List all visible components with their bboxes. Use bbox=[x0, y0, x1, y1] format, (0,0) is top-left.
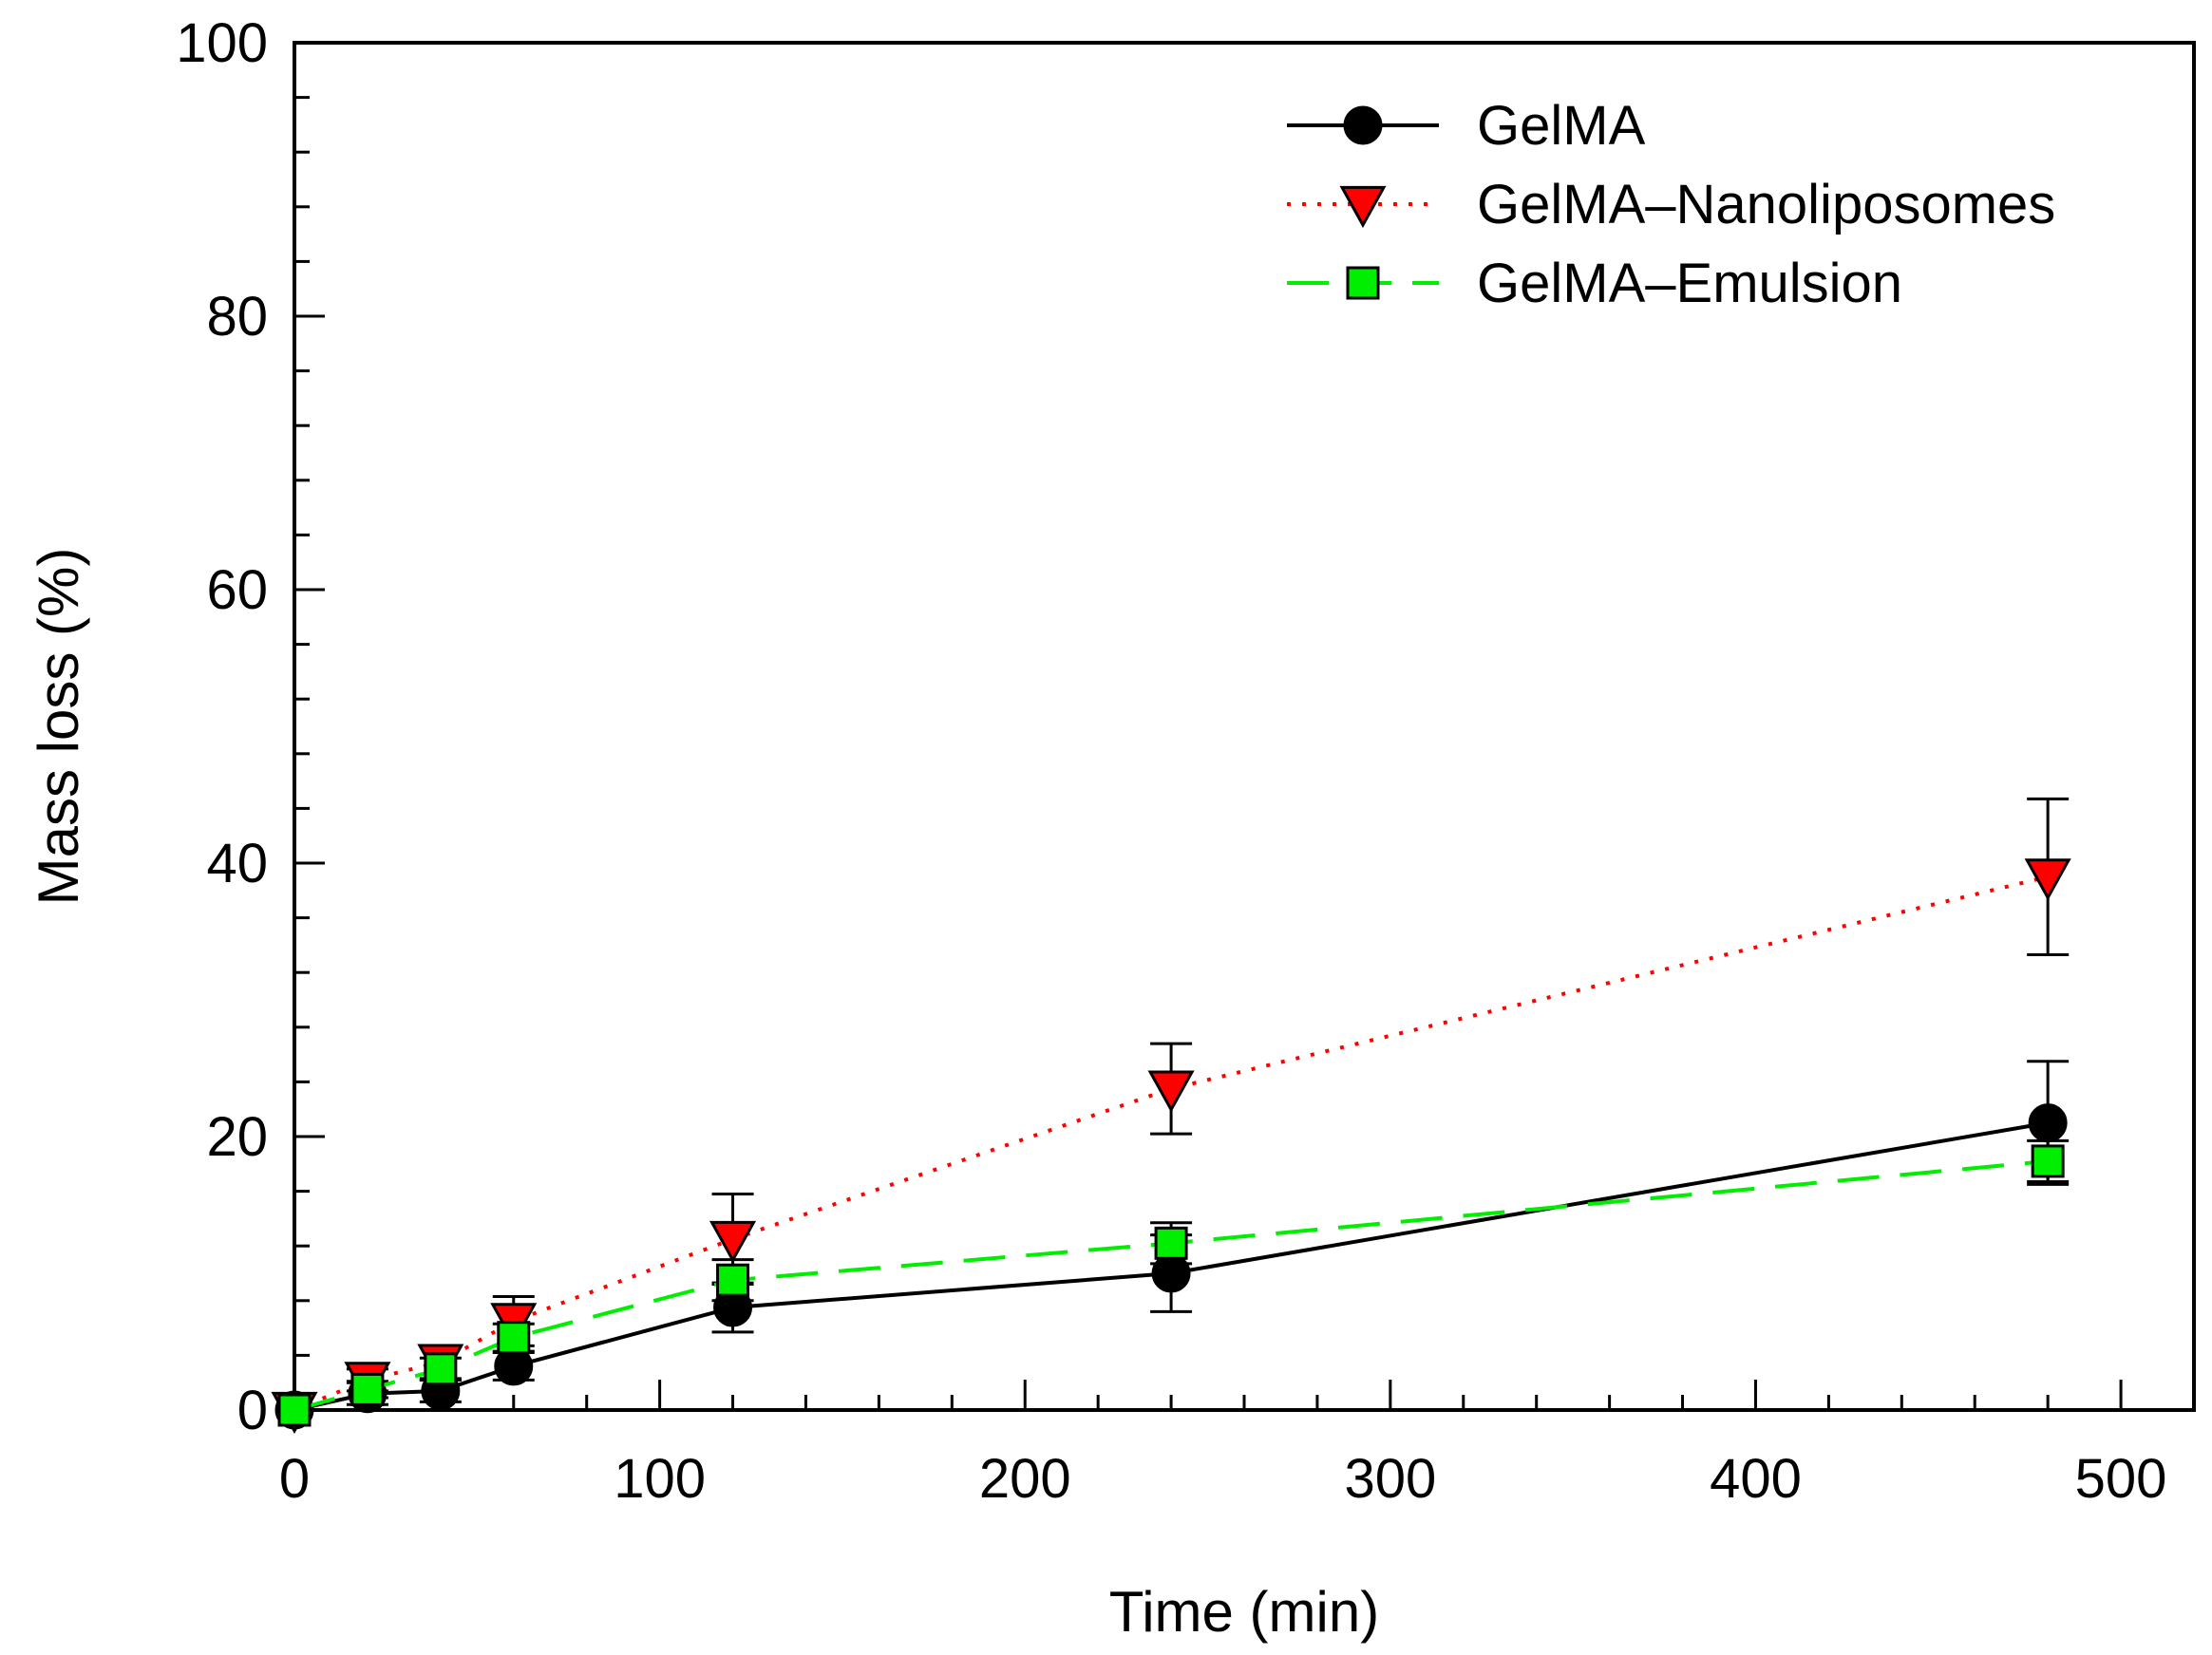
legend-marker bbox=[1339, 185, 1387, 229]
y-tick-label: 20 bbox=[206, 1106, 268, 1168]
data-point bbox=[497, 1321, 531, 1355]
data-point bbox=[277, 1393, 312, 1427]
data-point bbox=[709, 1220, 757, 1264]
data-point bbox=[1154, 1226, 1188, 1260]
data-point bbox=[1147, 1070, 1195, 1113]
y-axis-title: Mass loss (%) bbox=[27, 548, 90, 906]
x-tick-label: 500 bbox=[2075, 1448, 2167, 1510]
data-point bbox=[350, 1372, 385, 1406]
y-tick-label: 80 bbox=[206, 286, 268, 348]
series-layer bbox=[271, 797, 2071, 1435]
x-tick-label: 200 bbox=[979, 1448, 1071, 1510]
data-point bbox=[716, 1263, 750, 1297]
legend-marker bbox=[1343, 105, 1383, 145]
x-tick-label: 0 bbox=[279, 1448, 310, 1510]
legend-label: GelMA bbox=[1477, 95, 1646, 157]
y-tick-label: 40 bbox=[206, 833, 268, 894]
x-axis-title: Time (min) bbox=[1109, 1580, 1379, 1644]
y-tick-label: 60 bbox=[206, 559, 268, 621]
legend-marker bbox=[1346, 266, 1380, 300]
data-point bbox=[2028, 1103, 2068, 1143]
y-tick-label: 0 bbox=[237, 1380, 268, 1441]
x-tick-label: 100 bbox=[614, 1448, 706, 1510]
x-tick-label: 400 bbox=[1710, 1448, 1802, 1510]
legend: GelMA GelMA–Nanoliposomes GelMA–Emulsion bbox=[1287, 95, 2055, 314]
plot-frame bbox=[293, 41, 2196, 1412]
y-axis-ticks: 0 20 40 60 80 100 bbox=[176, 12, 325, 1441]
data-point bbox=[2031, 1144, 2065, 1178]
x-tick-label: 300 bbox=[1344, 1448, 1436, 1510]
series-1 bbox=[271, 797, 2071, 1435]
x-axis-ticks: 0 100 200 300 400 500 bbox=[279, 1380, 2196, 1510]
series-2 bbox=[277, 1138, 2070, 1427]
axes: 0 100 200 300 400 500 0 20 40 60 80 100 bbox=[176, 12, 2196, 1510]
legend-label: GelMA–Nanoliposomes bbox=[1477, 174, 2055, 235]
y-tick-label: 100 bbox=[176, 12, 268, 74]
legend-label: GelMA–Emulsion bbox=[1477, 253, 1902, 314]
data-point bbox=[2024, 858, 2071, 901]
data-point bbox=[424, 1352, 458, 1386]
series-line bbox=[293, 875, 2049, 1412]
